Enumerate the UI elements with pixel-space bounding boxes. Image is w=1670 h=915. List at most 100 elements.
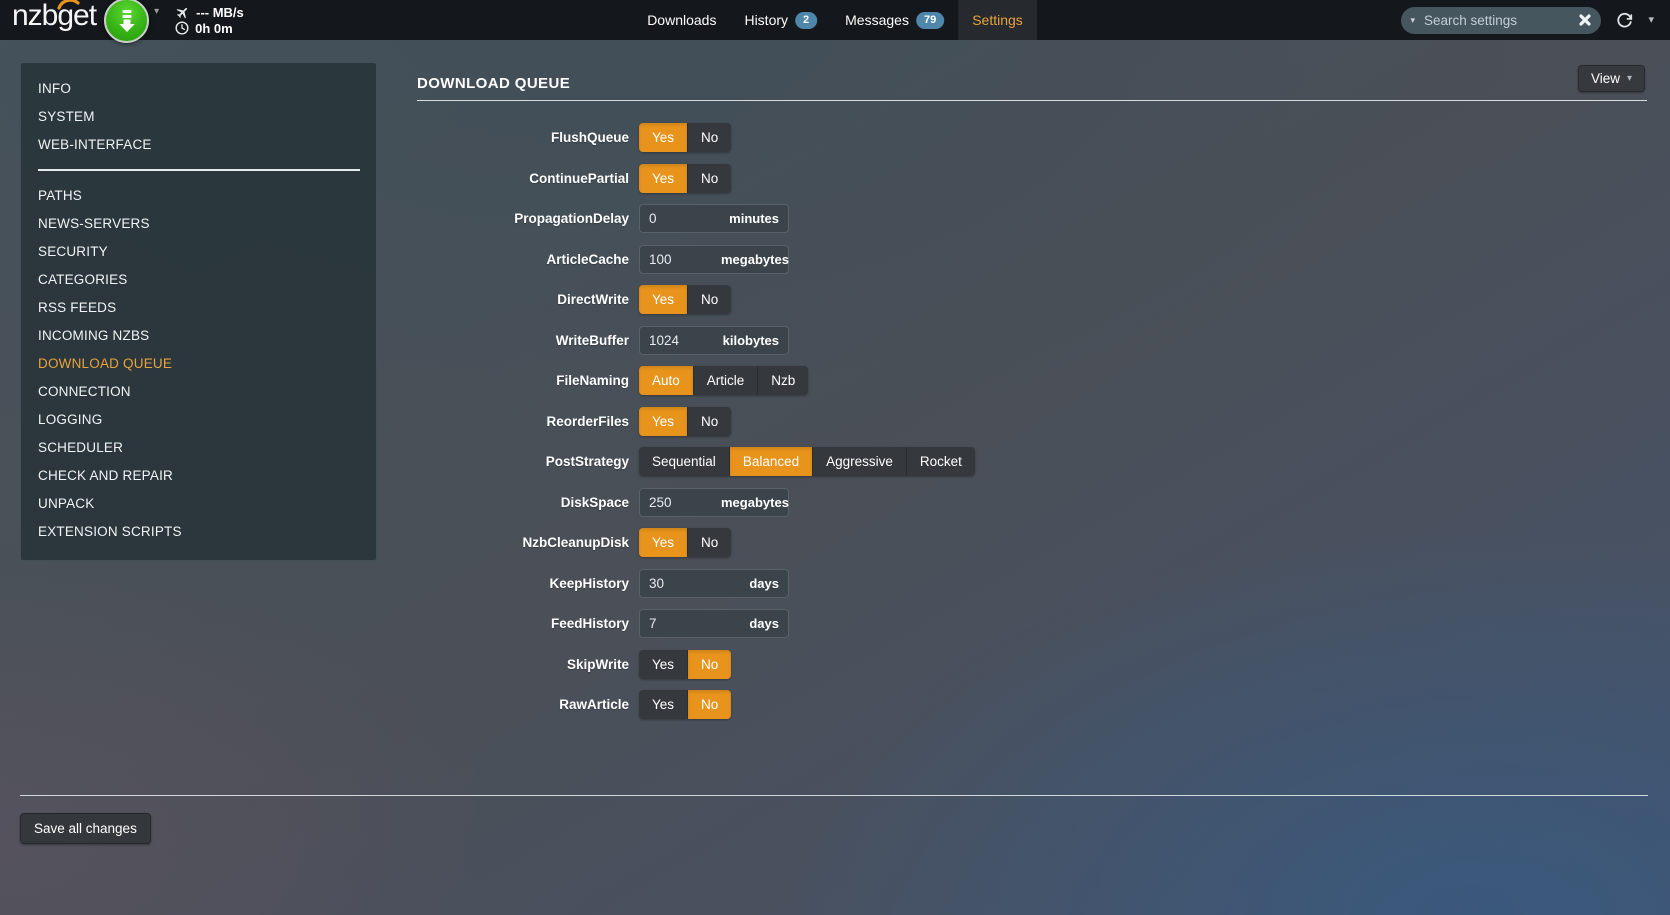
option-no-button[interactable]: No xyxy=(688,649,732,679)
logo-signal-arc-icon xyxy=(57,0,80,10)
save-all-changes-button[interactable]: Save all changes xyxy=(20,813,151,844)
view-button[interactable]: View ▾ xyxy=(1577,65,1645,92)
setting-row-articlecache: ArticleCache megabytes xyxy=(417,244,1647,274)
sidebar-item-news-servers[interactable]: NEWS-SERVERS xyxy=(38,216,150,231)
tab-label: Messages xyxy=(845,12,909,28)
tab-messages[interactable]: Messages 79 xyxy=(831,0,958,40)
option-rocket-button[interactable]: Rocket xyxy=(906,447,975,476)
unit-label: kilobytes xyxy=(722,332,779,348)
sidebar-item-logging[interactable]: LOGGING xyxy=(38,412,103,427)
articlecache-input[interactable] xyxy=(649,251,721,267)
time-left-value: 0h 0m xyxy=(195,20,233,36)
sidebar-item-connection[interactable]: CONNECTION xyxy=(38,384,131,399)
value-input-group: megabytes xyxy=(639,487,789,517)
sidebar-item-categories[interactable]: CATEGORIES xyxy=(38,272,128,287)
option-yes-button[interactable]: Yes xyxy=(639,406,689,436)
sidebar-item-web-interface[interactable]: WEB-INTERFACE xyxy=(38,137,152,152)
option-no-button[interactable]: No xyxy=(688,406,732,436)
setting-label: PostStrategy xyxy=(545,454,629,469)
refresh-icon[interactable] xyxy=(1616,12,1633,29)
top-navbar: nzbget ▾ --- MB/s xyxy=(0,0,1670,43)
value-input-group: kilobytes xyxy=(639,325,789,355)
toggle-group: Auto Article Nzb xyxy=(639,366,809,395)
sidebar-item-security[interactable]: SECURITY xyxy=(38,244,108,259)
toggle-group: Yes No xyxy=(639,649,732,679)
setting-label: SkipWrite xyxy=(566,656,629,672)
diskspace-input[interactable] xyxy=(649,494,721,510)
toggle-group: Yes No xyxy=(639,690,732,719)
sidebar-item-check-and-repair[interactable]: CHECK AND REPAIR xyxy=(38,468,173,483)
value-input-group: days xyxy=(639,568,789,598)
keephistory-input[interactable] xyxy=(649,575,721,591)
sidebar-item-paths[interactable]: PATHS xyxy=(38,188,83,203)
option-yes-button[interactable]: Yes xyxy=(639,285,689,314)
setting-row-feedhistory: FeedHistory days xyxy=(417,609,1647,638)
search-scope-caret-icon[interactable]: ▾ xyxy=(1410,14,1415,25)
writebuffer-input[interactable] xyxy=(649,332,721,348)
setting-label: ArticleCache xyxy=(546,251,629,267)
sidebar-item-incoming-nzbs[interactable]: INCOMING NZBS xyxy=(38,328,150,343)
setting-row-diskspace: DiskSpace megabytes xyxy=(417,487,1647,517)
option-yes-button[interactable]: Yes xyxy=(639,163,689,193)
status-block: --- MB/s 0h 0m xyxy=(175,4,244,36)
tab-history[interactable]: History 2 xyxy=(730,0,831,40)
toggle-group: Yes No xyxy=(639,123,732,152)
unit-label: megabytes xyxy=(721,251,789,267)
sidebar-item-download-queue[interactable]: DOWNLOAD QUEUE xyxy=(38,356,173,371)
sidebar-item-rss-feeds[interactable]: RSS FEEDS xyxy=(38,300,117,315)
bottom-bar: Save all changes xyxy=(20,795,1648,844)
option-auto-button[interactable]: Auto xyxy=(639,366,694,395)
brand: nzbget ▾ xyxy=(12,0,159,43)
setting-row-continuepartial: ContinuePartial Yes No xyxy=(417,163,1647,193)
brand-dropdown-caret-icon[interactable]: ▾ xyxy=(154,6,160,17)
setting-row-propagationdelay: PropagationDelay minutes xyxy=(417,204,1647,233)
setting-row-flushqueue: FlushQueue Yes No xyxy=(417,123,1647,152)
download-arrow-icon xyxy=(118,9,135,32)
option-yes-button[interactable]: Yes xyxy=(639,649,689,679)
sidebar-item-unpack[interactable]: UNPACK xyxy=(38,496,95,511)
setting-row-poststrategy: PostStrategy Sequential Balanced Aggressive… xyxy=(417,447,1647,476)
navbar-dropdown-caret-icon[interactable]: ▾ xyxy=(1648,14,1654,26)
option-no-button[interactable]: No xyxy=(688,163,732,193)
tab-downloads[interactable]: Downloads xyxy=(633,0,730,40)
download-play-button[interactable] xyxy=(104,0,150,43)
option-yes-button[interactable]: Yes xyxy=(639,123,689,152)
tab-badge: 79 xyxy=(915,11,945,29)
unit-label: megabytes xyxy=(721,494,789,510)
option-no-button[interactable]: No xyxy=(688,690,732,719)
sidebar-item-scheduler[interactable]: SCHEDULER xyxy=(38,440,124,455)
sidebar-item-info[interactable]: INFO xyxy=(38,81,72,96)
search-input[interactable] xyxy=(1422,11,1572,29)
toggle-group: Yes No xyxy=(639,406,732,436)
value-input-group: days xyxy=(639,609,789,638)
tab-badge: 2 xyxy=(795,11,818,29)
option-article-button[interactable]: Article xyxy=(693,366,759,395)
setting-label: WriteBuffer xyxy=(555,332,629,348)
feedhistory-input[interactable] xyxy=(649,616,721,631)
option-no-button[interactable]: No xyxy=(688,123,732,152)
tab-settings[interactable]: Settings xyxy=(958,0,1037,40)
value-input-group: megabytes xyxy=(639,244,789,274)
navbar-right: ▾ ▾ xyxy=(1401,6,1658,34)
setting-row-reorderfiles: ReorderFiles Yes No xyxy=(417,406,1647,436)
option-aggressive-button[interactable]: Aggressive xyxy=(813,447,907,476)
option-balanced-button[interactable]: Balanced xyxy=(729,447,814,476)
search-clear-icon[interactable] xyxy=(1578,13,1592,27)
sidebar-item-extension-scripts[interactable]: EXTENSION SCRIPTS xyxy=(38,524,182,539)
option-yes-button[interactable]: Yes xyxy=(639,690,689,719)
setting-label: NzbCleanupDisk xyxy=(522,535,629,550)
settings-content: DOWNLOAD QUEUE View ▾ FlushQueue Yes No Con… xyxy=(417,62,1647,731)
sidebar-item-system[interactable]: SYSTEM xyxy=(38,109,95,124)
propagationdelay-input[interactable] xyxy=(649,211,721,226)
option-nzb-button[interactable]: Nzb xyxy=(758,366,809,395)
option-no-button[interactable]: No xyxy=(688,528,732,557)
setting-row-rawarticle: RawArticle Yes No xyxy=(417,690,1647,719)
setting-label: DirectWrite xyxy=(557,292,629,307)
speed-value: --- MB/s xyxy=(196,4,244,20)
search-box[interactable]: ▾ xyxy=(1401,6,1602,34)
tab-label: Downloads xyxy=(647,12,717,28)
option-sequential-button[interactable]: Sequential xyxy=(639,447,730,476)
option-yes-button[interactable]: Yes xyxy=(639,528,689,557)
setting-label: ReorderFiles xyxy=(546,413,629,429)
option-no-button[interactable]: No xyxy=(688,285,732,314)
